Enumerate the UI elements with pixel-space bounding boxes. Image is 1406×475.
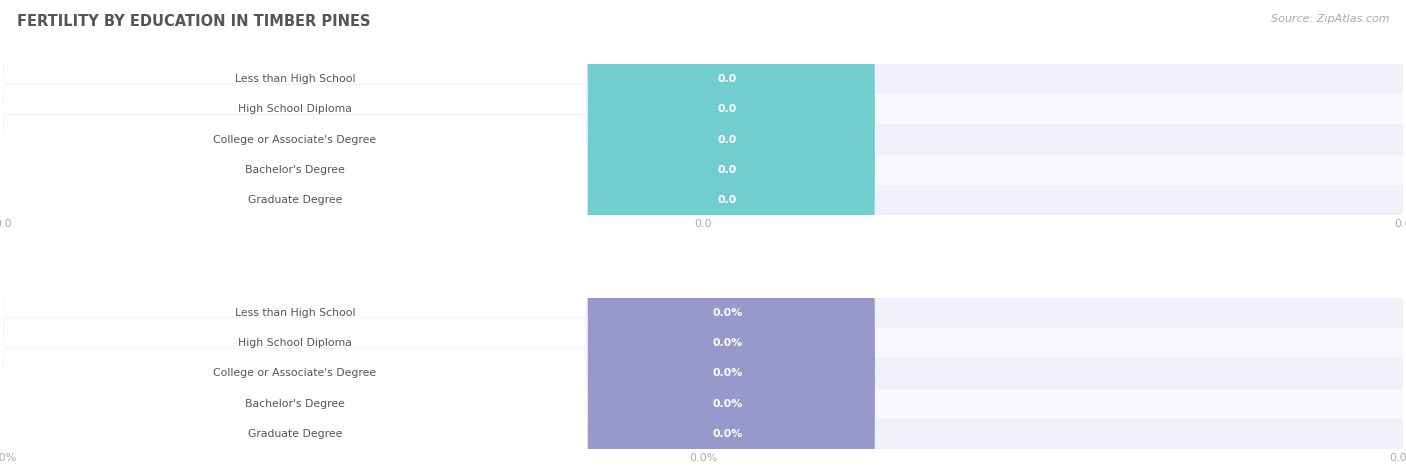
Text: High School Diploma: High School Diploma bbox=[238, 338, 352, 348]
Text: FERTILITY BY EDUCATION IN TIMBER PINES: FERTILITY BY EDUCATION IN TIMBER PINES bbox=[17, 14, 370, 29]
Text: Source: ZipAtlas.com: Source: ZipAtlas.com bbox=[1271, 14, 1389, 24]
Text: College or Associate's Degree: College or Associate's Degree bbox=[214, 369, 377, 379]
FancyBboxPatch shape bbox=[3, 84, 588, 256]
Text: Less than High School: Less than High School bbox=[235, 308, 356, 318]
Text: Graduate Degree: Graduate Degree bbox=[247, 429, 342, 439]
Text: Bachelor's Degree: Bachelor's Degree bbox=[245, 165, 344, 175]
FancyBboxPatch shape bbox=[3, 228, 875, 399]
FancyBboxPatch shape bbox=[3, 318, 875, 475]
FancyBboxPatch shape bbox=[3, 54, 588, 225]
FancyBboxPatch shape bbox=[3, 24, 588, 195]
Bar bbox=[3, 358, 1403, 389]
Text: 0.0: 0.0 bbox=[718, 134, 737, 144]
FancyBboxPatch shape bbox=[3, 114, 588, 285]
FancyBboxPatch shape bbox=[3, 0, 875, 165]
Text: 0.0%: 0.0% bbox=[713, 399, 742, 408]
Text: 0.0: 0.0 bbox=[718, 104, 737, 114]
FancyBboxPatch shape bbox=[3, 228, 588, 399]
FancyBboxPatch shape bbox=[3, 288, 588, 459]
FancyBboxPatch shape bbox=[3, 0, 588, 165]
Text: 0.0%: 0.0% bbox=[713, 338, 742, 348]
Bar bbox=[3, 124, 1403, 155]
Text: 0.0%: 0.0% bbox=[713, 308, 742, 318]
FancyBboxPatch shape bbox=[3, 24, 875, 195]
Text: College or Associate's Degree: College or Associate's Degree bbox=[214, 134, 377, 144]
FancyBboxPatch shape bbox=[3, 84, 875, 256]
Text: 0.0%: 0.0% bbox=[713, 429, 742, 439]
Text: Less than High School: Less than High School bbox=[235, 74, 356, 84]
Text: 0.0%: 0.0% bbox=[713, 369, 742, 379]
Text: 0.0: 0.0 bbox=[718, 74, 737, 84]
FancyBboxPatch shape bbox=[3, 257, 588, 429]
Bar bbox=[3, 298, 1403, 328]
FancyBboxPatch shape bbox=[3, 257, 875, 429]
Text: 0.0: 0.0 bbox=[718, 195, 737, 205]
Text: Bachelor's Degree: Bachelor's Degree bbox=[245, 399, 344, 408]
Text: 0.0: 0.0 bbox=[718, 165, 737, 175]
FancyBboxPatch shape bbox=[3, 318, 588, 475]
Bar bbox=[3, 418, 1403, 449]
Bar bbox=[3, 64, 1403, 95]
Bar bbox=[3, 389, 1403, 418]
Bar bbox=[3, 185, 1403, 215]
FancyBboxPatch shape bbox=[3, 288, 875, 459]
Text: Graduate Degree: Graduate Degree bbox=[247, 195, 342, 205]
FancyBboxPatch shape bbox=[3, 114, 875, 285]
FancyBboxPatch shape bbox=[3, 348, 588, 475]
Bar bbox=[3, 95, 1403, 124]
Bar bbox=[3, 328, 1403, 358]
Bar bbox=[3, 155, 1403, 185]
FancyBboxPatch shape bbox=[3, 348, 875, 475]
Text: High School Diploma: High School Diploma bbox=[238, 104, 352, 114]
FancyBboxPatch shape bbox=[3, 54, 875, 225]
